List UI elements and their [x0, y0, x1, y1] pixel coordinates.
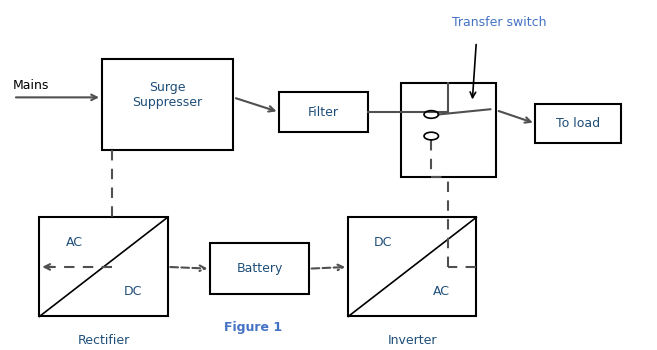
Text: DC: DC [124, 285, 142, 298]
Text: Inverter: Inverter [388, 334, 437, 347]
Text: To load: To load [556, 117, 600, 130]
Text: Rectifier: Rectifier [78, 334, 129, 347]
Text: Battery: Battery [237, 262, 283, 275]
Text: Mains: Mains [13, 79, 49, 92]
Text: AC: AC [433, 285, 450, 298]
Text: Surge
Suppresser: Surge Suppresser [133, 81, 202, 109]
Bar [210, 244, 309, 294]
Text: Filter: Filter [308, 106, 339, 119]
Text: Transfer switch: Transfer switch [452, 16, 547, 29]
Text: DC: DC [374, 236, 392, 248]
Bar [102, 59, 233, 149]
Text: Figure 1: Figure 1 [224, 321, 282, 334]
Text: AC: AC [66, 236, 83, 248]
Bar [348, 217, 476, 316]
Bar [535, 104, 621, 142]
Bar [39, 217, 168, 316]
Bar [401, 83, 496, 177]
Bar [279, 92, 368, 132]
